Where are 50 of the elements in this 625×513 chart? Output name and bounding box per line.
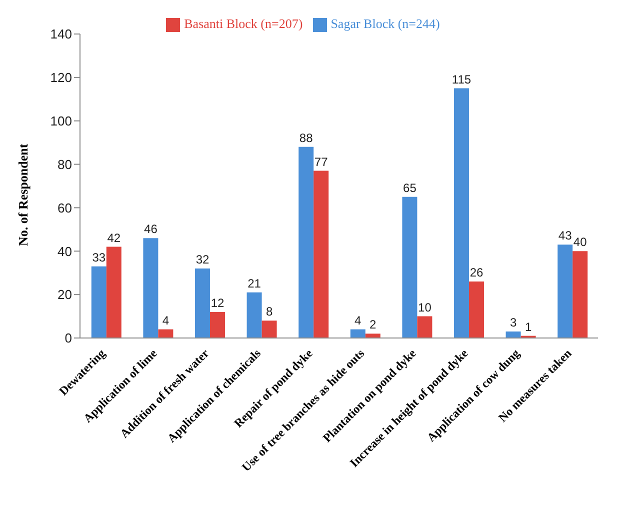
data-label: 1 [524,320,532,334]
data-label: 10 [418,300,432,314]
bar [262,320,277,338]
y-tick-label: 120 [50,70,72,86]
bar [365,334,380,338]
data-label: 65 [403,180,417,195]
bar [143,238,158,338]
bar [506,331,521,338]
data-label: 4 [162,313,170,328]
bar [417,316,432,338]
bar [572,251,588,338]
bar [91,266,106,338]
y-tick-label: 100 [50,113,72,128]
data-label: 26 [470,266,484,280]
bar [350,329,366,338]
data-label: 77 [314,154,328,169]
bar [194,268,210,338]
data-label: 40 [573,235,588,250]
y-tick-label: 80 [58,156,72,172]
legend-label: Basanti Block (n=207) [184,16,303,31]
bar [558,244,573,338]
data-label: 42 [107,230,121,245]
y-tick-label: 20 [58,287,72,302]
legend-label: Sagar Block (n=244) [330,16,440,31]
data-label: 88 [299,130,314,145]
data-label: 12 [210,296,224,310]
y-axis-title: No. of Respondent [16,143,31,246]
data-label: 8 [266,304,273,319]
bar [246,292,262,338]
y-tick-label: 40 [58,244,72,259]
data-label: 4 [354,313,362,328]
data-label: 46 [144,222,158,236]
data-label: 32 [196,252,210,267]
data-label: 33 [92,250,106,264]
bar [314,170,329,338]
y-tick-label: 0 [64,330,72,346]
data-label: 43 [558,228,572,243]
data-label: 21 [248,276,262,290]
data-label: 3 [510,315,517,330]
bar [402,196,418,338]
bar [298,146,314,338]
y-tick-label: 140 [50,26,72,42]
data-label: 115 [452,72,472,86]
bar [106,246,122,338]
bar [454,88,469,338]
bar [210,312,225,338]
bar [158,329,174,338]
y-tick-label: 60 [58,200,72,216]
data-label: 2 [370,318,377,332]
bar [468,282,484,338]
